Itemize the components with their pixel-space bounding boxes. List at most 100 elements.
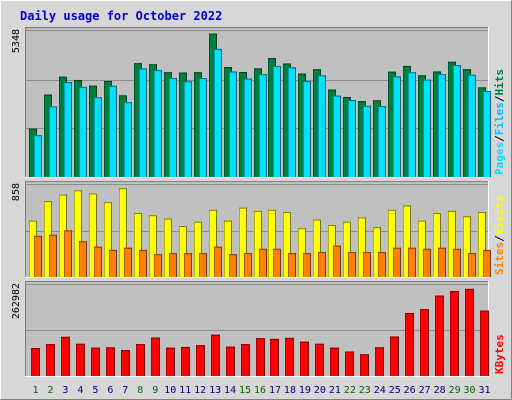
legend-entry: Sites [493,242,506,275]
bar-kbytes-day-23 [360,354,369,376]
bar-hits-day-2 [44,94,52,177]
bar-hits-day-19 [298,73,306,177]
bar-visits-day-30 [463,216,471,277]
bar-hits-day-30 [463,69,471,177]
bar-files-day-16 [259,74,267,177]
bar-hits-day-17 [268,57,276,177]
bar-hits-day-31 [478,87,486,177]
x-tick-label-day-21: 21 [329,385,341,396]
x-tick-label-day-23: 23 [359,385,371,396]
bar-sites-day-1 [34,235,42,277]
bar-sites-day-15 [244,253,252,277]
bar-kbytes-day-28 [435,295,444,376]
bar-kbytes-day-1 [31,348,40,376]
bar-files-day-28 [438,74,446,177]
bar-visits-day-23 [358,217,366,277]
bar-files-day-31 [483,90,491,177]
bar-visits-day-9 [149,215,157,277]
bar-visits-day-26 [403,205,411,277]
bar-visits-day-13 [209,209,217,277]
bar-files-day-19 [303,81,311,177]
bar-files-day-30 [468,74,476,177]
bar-kbytes-day-4 [76,343,85,376]
bar-files-day-24 [378,106,386,177]
x-tick-label-day-10: 10 [164,385,176,396]
bar-hits-day-26 [403,65,411,177]
bar-visits-day-8 [134,213,142,277]
bar-sites-day-23 [363,252,371,277]
x-tick-label-day-28: 28 [434,385,446,396]
bar-kbytes-day-21 [330,347,339,376]
bar-sites-day-19 [303,253,311,277]
bar-visits-day-4 [74,190,82,277]
x-tick-label-day-8: 8 [137,385,143,396]
bar-files-day-25 [393,76,401,177]
bar-visits-day-7 [119,188,127,277]
x-tick-label-day-9: 9 [152,385,158,396]
bar-sites-day-18 [288,253,296,277]
x-tick-label-day-16: 16 [254,385,266,396]
legend-entry: / [493,235,506,242]
bar-hits-day-24 [373,100,381,177]
x-tick-label-day-11: 11 [179,385,191,396]
bar-kbytes-day-27 [420,309,429,376]
bar-kbytes-day-7 [121,350,130,376]
bar-sites-day-4 [79,241,87,277]
bar-files-day-22 [348,100,356,177]
bar-sites-day-27 [423,248,431,277]
x-tick-label-day-31: 31 [479,385,491,396]
bar-visits-day-31 [478,211,486,277]
y-max-label: 5348 [11,29,22,53]
bar-visits-day-28 [433,213,441,277]
bar-sites-day-9 [154,254,162,277]
bar-sites-day-31 [483,249,491,277]
bar-sites-day-20 [318,252,326,277]
bar-files-day-15 [244,78,252,177]
x-tick-label-day-14: 14 [224,385,236,396]
bar-files-day-6 [109,85,117,177]
legend-kbytes: KBytes [493,334,506,374]
bar-kbytes-day-10 [166,347,175,376]
bar-visits-day-2 [44,201,52,277]
panel-visits-sites: 858 Sites/Visits [11,181,506,278]
bar-kbytes-day-13 [211,334,220,376]
bar-files-day-12 [199,78,207,177]
legend-visits-sites: Sites/Visits [493,196,506,276]
bar-sites-day-3 [64,230,72,277]
bar-hits-day-6 [104,81,112,177]
bar-visits-day-15 [239,207,247,277]
bar-visits-day-21 [328,224,336,277]
x-tick-label-day-25: 25 [389,385,401,396]
bar-files-day-21 [333,95,341,177]
bar-hits-day-13 [209,33,217,177]
bar-visits-day-24 [373,227,381,277]
bar-files-day-4 [79,86,87,177]
x-axis-labels: 1 2 3 4 5 6 7 8 9 10 11 12 13 14 15 16 17 18 19 20 21 22 23 24 2… [32,385,490,396]
bar-kbytes-day-30 [465,288,474,376]
bar-kbytes-day-2 [46,344,55,376]
bar-kbytes-day-14 [226,346,235,376]
bar-hits-day-22 [343,97,351,177]
y-max-label: 262982 [11,283,22,319]
legend-entry: Pages [493,142,506,175]
bar-sites-day-25 [393,247,401,277]
bar-kbytes-day-25 [390,336,399,376]
bar-visits-day-27 [418,220,426,277]
bar-kbytes-day-18 [285,337,294,376]
bar-hits-day-18 [283,63,291,177]
bar-visits-day-3 [59,194,67,277]
bar-visits-day-29 [448,210,456,277]
x-tick-label-day-19: 19 [299,385,311,396]
bar-hits-day-4 [74,79,82,177]
x-tick-label-day-22: 22 [344,385,356,396]
legend-entry: KBytes [493,334,506,374]
bar-hits-day-5 [89,85,97,177]
legend-entry: Files [493,102,506,135]
bar-hits-day-28 [433,71,441,177]
bar-sites-day-21 [333,245,341,277]
bar-hits-day-27 [418,75,426,177]
bar-files-day-17 [273,65,281,177]
bar-sites-day-30 [468,253,476,277]
bar-sites-day-6 [109,249,117,277]
